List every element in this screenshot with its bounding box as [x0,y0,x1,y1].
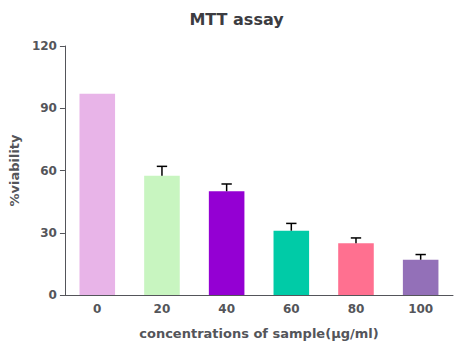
svg-text:60: 60 [283,302,300,316]
svg-text:0: 0 [93,302,101,316]
svg-text:20: 20 [154,302,171,316]
svg-text:80: 80 [348,302,365,316]
svg-text:30: 30 [40,226,57,240]
svg-text:100: 100 [408,302,433,316]
svg-text:60: 60 [40,164,57,178]
svg-text:90: 90 [40,101,57,115]
svg-text:40: 40 [218,302,235,316]
svg-text:%viability: %viability [7,134,22,207]
svg-text:0: 0 [49,288,57,302]
svg-text:120: 120 [32,39,57,53]
svg-text:concentrations of sample(μg/ml: concentrations of sample(μg/ml) [139,326,378,341]
svg-text:MTT assay: MTT assay [189,10,284,29]
